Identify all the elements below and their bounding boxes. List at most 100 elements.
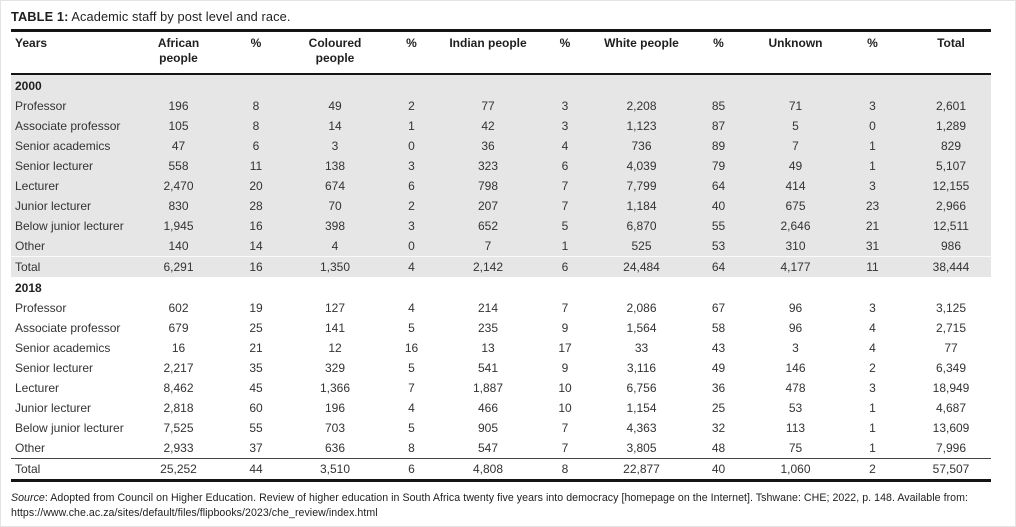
cell: 53 [680,236,757,257]
cell: 21 [249,341,263,355]
cell: 7 [561,301,569,315]
cell: 3 [374,156,449,176]
cell: 679 [168,321,189,335]
cell: 3 [296,136,374,156]
cell: 37 [249,441,263,455]
cell: 3,125 [935,301,967,315]
cell: 71 [757,96,834,116]
cell: 7 [757,136,834,156]
cell: 6 [527,156,603,176]
column-header-unknown: Unknown [757,30,834,75]
cell: 36 [711,381,726,395]
cell: 636 [324,441,346,455]
cell: 4,039 [603,156,680,176]
cell: 329 [324,361,346,375]
cell: 5 [408,361,415,375]
cell: 310 [757,236,834,257]
cell: 8,462 [163,381,194,395]
cell: 140 [141,236,216,257]
cell: 547 [477,441,499,455]
cell: 830 [141,196,216,216]
row-label: Other [15,441,46,455]
cell: 798 [449,176,527,196]
source-text: : Adopted from Council on Higher Educati… [11,492,968,520]
cell: 3 [374,216,449,236]
row-label: Lecturer [15,381,60,395]
cell: 1,887 [472,381,504,395]
cell: 40 [680,196,757,216]
cell: 1 [869,441,876,455]
cell: 4 [869,341,876,355]
cell: 23 [834,196,911,216]
cell: 32 [711,421,726,435]
table-row-lecturer: Lecturer 2,470 20 674 6 798 7 7,799 64 414 3 12,155 [11,176,991,196]
column-header-percent-2: % [216,30,296,75]
cell: 2,646 [757,216,834,236]
cell: 829 [911,136,991,156]
cell: 75 [788,441,803,455]
cell: 21 [834,216,911,236]
row-label: Total [11,256,141,277]
column-header-percent-8: % [680,30,757,75]
cell: 1 [374,116,449,136]
table-row-senior-academics: Senior academics 16 21 12 16 13 17 33 43 3 4 77 [11,338,991,358]
cell: 2,601 [911,96,991,116]
cell: 13 [481,341,495,355]
cell: 28 [216,196,296,216]
cell: 4,363 [626,421,657,435]
cell: 16 [216,256,296,277]
cell: 3 [834,96,911,116]
cell: 113 [785,421,806,435]
cell: 35 [249,361,263,375]
cell: 11 [834,256,911,277]
cell: 1,184 [603,196,680,216]
cell: 2 [869,361,876,375]
cell: 96 [788,321,803,335]
cell: 4 [296,236,374,257]
cell: 16 [216,216,296,236]
row-label: Junior lecturer [15,401,92,415]
cell: 1,060 [757,458,834,481]
cell: 18,949 [932,381,970,395]
cell: 7 [561,421,569,435]
cell: 2,217 [163,361,194,375]
cell: 4 [408,401,415,415]
cell: 89 [680,136,757,156]
cell: 12,511 [911,216,991,236]
cell: 64 [680,256,757,277]
cell: 5,107 [911,156,991,176]
row-label: Senior lecturer [15,361,94,375]
cell: 49 [711,361,726,375]
cell: 2,208 [603,96,680,116]
cell: 7,799 [603,176,680,196]
cell: 20 [216,176,296,196]
cell: 525 [603,236,680,257]
cell: 466 [477,401,499,415]
cell: 541 [477,361,499,375]
section-2018: 2018 Professor 602 19 127 4 214 7 2,086 67 96 3 3,12… [11,277,991,481]
cell: 6 [216,136,296,156]
cell: 19 [249,301,263,315]
cell: 6,349 [935,361,967,375]
cell: 47 [141,136,216,156]
academic-staff-table: Years African people% Coloured people% Indi… [11,29,991,482]
cell: 602 [168,301,189,315]
table-row-associate-professor: Associate professor 679 25 141 5 235 9 1,564 58 9… [11,318,991,338]
cell: 2,086 [626,301,657,315]
cell: 214 [477,301,499,315]
cell: 558 [141,156,216,176]
cell: 38,444 [911,256,991,277]
table-title-label: TABLE 1: [11,9,69,24]
cell: 2 [834,458,911,481]
cell: 1 [834,156,911,176]
cell: 1,564 [626,321,657,335]
cell: 6,870 [603,216,680,236]
cell: 1,289 [911,116,991,136]
section-2000: 2000 Professor 196 8 49 2 77 3 2,208 85 71 3 2,601 As… [11,74,991,277]
cell: 2,142 [449,256,527,277]
cell: 7 [527,196,603,216]
cell: 13,609 [932,421,970,435]
column-header-total: Total [911,30,991,75]
row-label: Associate professor [11,116,141,136]
